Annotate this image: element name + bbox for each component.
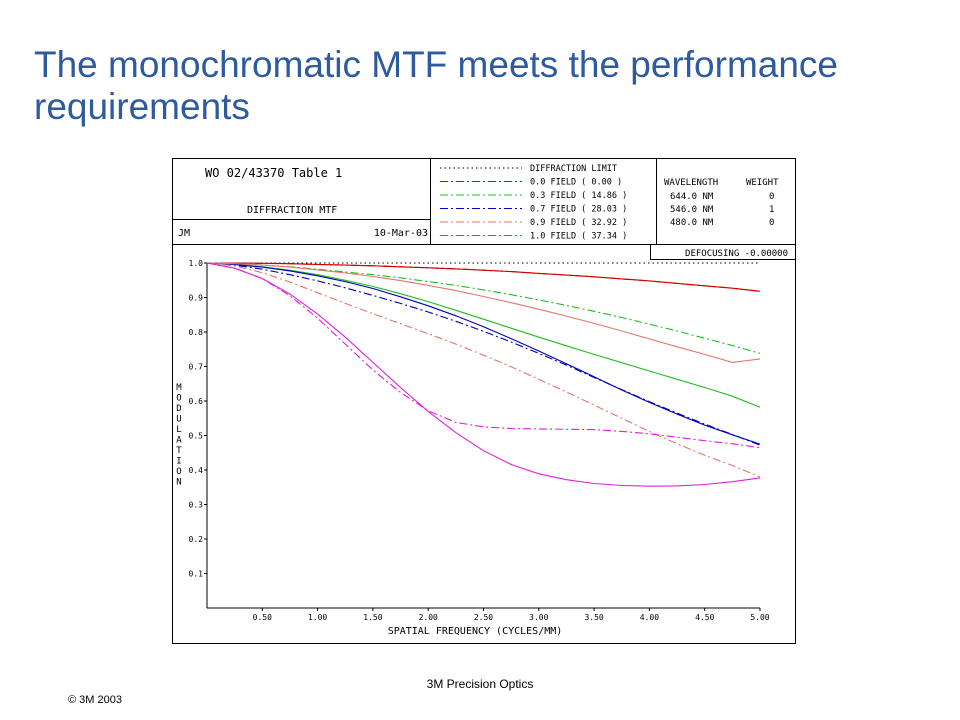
x-tick-label: 0.50 [253,613,272,622]
series-line-3 [206,262,761,408]
x-tick-label: 4.50 [695,613,714,622]
defocusing-box [650,244,796,260]
series-line-9 [206,262,761,487]
footer-copyright: © 3M 2003 [68,694,122,706]
plot-author: JM [178,228,190,239]
legend-label: 0.7 FIELD ( 28.03 ) [530,205,627,215]
y-tick-label: 0.7 [189,363,204,372]
y-axis-label-char: L [176,425,181,435]
y-axis-label-char: D [176,404,181,414]
weight-value: 0 [769,218,774,228]
plot-title: WO 02/43370 Table 1 [205,166,342,180]
series-line-2 [207,262,761,292]
series-line-4 [206,262,761,354]
legend-label: DIFFRACTION LIMIT [530,164,617,174]
series [206,262,761,487]
plot-date: 10-Mar-03 [374,228,428,239]
x-tick-label: 3.50 [584,613,603,622]
y-tick-label: 0.9 [189,294,204,303]
series-line-8 [206,262,761,478]
y-axis-label-char: T [176,446,182,456]
y-tick-label: 0.1 [189,570,204,579]
slide-title: The monochromatic MTF meets the performa… [34,44,839,127]
wavelength-value: 480.0 NM [670,218,714,228]
x-tick-label: 5.00 [750,613,769,622]
x-tick-label: 1.50 [363,613,382,622]
x-tick-label: 3.00 [529,613,548,622]
x-axis-label: SPATIAL FREQUENCY (CYCLES/MM) [388,626,563,637]
x-tick-label: 4.00 [640,613,659,622]
y-axis-label-char: I [176,457,181,467]
y-tick-label: 0.4 [189,466,204,475]
plot-panel [172,244,796,644]
weight-value: 0 [769,192,774,202]
y-tick-label: 0.3 [189,501,204,510]
weight-header: WEIGHT [746,178,779,188]
y-tick-label: 0.6 [189,397,204,406]
y-axis-label-char: N [176,478,181,488]
legend: DIFFRACTION LIMIT 0.0 FIELD ( 0.00 ) 0.3 F… [440,164,627,242]
series-line-6 [206,262,761,446]
wavelength-value: 546.0 NM [670,205,714,215]
y-axis-label-char: O [176,394,181,404]
defocusing-label: DEFOCUSING -0.00000 [685,249,788,259]
legend-label: 0.9 FIELD ( 32.92 ) [530,218,627,228]
footer-center: 3M Precision Optics [426,677,534,691]
series-line-10 [206,262,761,449]
y-tick-label: 0.5 [189,432,204,441]
x-tick-label: 2.50 [474,613,493,622]
y-axis-label-char: U [176,415,181,425]
mtf-chart: WO 02/43370 Table 1 DIFFRACTION MTF JM 1… [172,158,796,644]
weight-value: 1 [769,205,774,215]
y-axis-label-char: A [176,436,182,446]
wavelength-header: WAVELENGTH [664,178,718,188]
y-tick-label: 1.0 [189,259,204,268]
series-line-7 [206,262,761,363]
x-tick-label: 2.00 [419,613,438,622]
plot-subtitle: DIFFRACTION MTF [247,205,337,216]
legend-label: 0.3 FIELD ( 14.86 ) [530,191,627,201]
x-tick-label: 1.00 [308,613,327,622]
y-axis-label-char: O [176,467,181,477]
legend-label: 1.0 FIELD ( 37.34 ) [530,232,627,242]
y-tick-label: 0.8 [189,328,204,337]
wavelength-table: 644.0 NM 0 546.0 NM 1 480.0 NM 0 [670,192,774,228]
wavelength-value: 644.0 NM [670,192,714,202]
y-tick-label: 0.2 [189,535,204,544]
y-axis-label-char: M [176,383,182,393]
series-line-5 [206,262,761,445]
legend-label: 0.0 FIELD ( 0.00 ) [530,178,622,188]
axis-ticks: 0.1 0.2 0.3 0.4 0.5 0.6 0.7 0.8 0.9 1.0 0.50 1.00 1.… [189,259,770,622]
